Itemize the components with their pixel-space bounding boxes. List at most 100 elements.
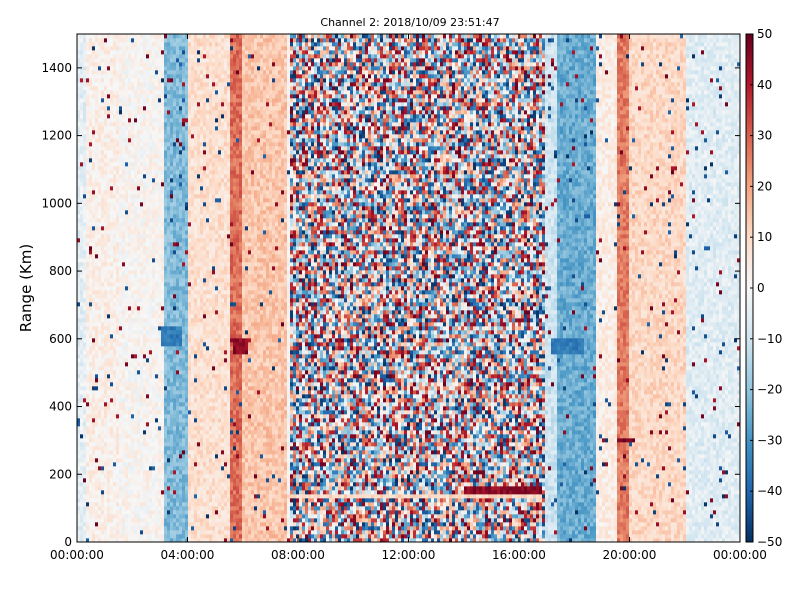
- heatmap-cell: [80, 138, 83, 142]
- heatmap-cell: [86, 442, 89, 446]
- heatmap-cell: [131, 102, 134, 106]
- heatmap-cell: [98, 494, 101, 498]
- heatmap-cell: [92, 114, 95, 118]
- heatmap-cell: [149, 318, 152, 322]
- heatmap-cell: [182, 226, 185, 230]
- heatmap-cell: [167, 386, 170, 390]
- heatmap-cell: [176, 122, 179, 126]
- heatmap-cell: [143, 298, 146, 302]
- heatmap-cell: [176, 78, 179, 82]
- heatmap-cell: [164, 450, 167, 454]
- heatmap-cell: [101, 106, 104, 110]
- heatmap-cell: [182, 410, 185, 414]
- heatmap-cell: [161, 34, 164, 38]
- heatmap-cell: [104, 314, 107, 318]
- heatmap-cell: [89, 502, 92, 506]
- heatmap-cell: [179, 378, 182, 382]
- heatmap-cell: [149, 198, 152, 202]
- heatmap-cell: [158, 42, 161, 46]
- heatmap-cell: [77, 262, 80, 266]
- heatmap-cell: [149, 238, 152, 242]
- heatmap-cell: [173, 394, 176, 398]
- heatmap-cell: [143, 290, 146, 294]
- heatmap-cell: [185, 482, 188, 486]
- heatmap-cell: [182, 322, 185, 326]
- heatmap-cell: [182, 306, 185, 310]
- heatmap-cell: [125, 454, 128, 458]
- heatmap-cell: [191, 378, 194, 382]
- heatmap-cell: [143, 410, 146, 414]
- heatmap-cell: [188, 150, 191, 154]
- heatmap-cell: [101, 158, 104, 162]
- heatmap-cell: [113, 338, 116, 342]
- heatmap-cell: [179, 502, 182, 506]
- heatmap-cell: [170, 166, 173, 170]
- heatmap-cell: [119, 386, 122, 390]
- heatmap-cell: [143, 286, 146, 290]
- heatmap-cell: [152, 370, 155, 374]
- heatmap-cell: [86, 474, 89, 478]
- heatmap-cell: [92, 434, 95, 438]
- heatmap-cell: [110, 490, 113, 494]
- heatmap-cell: [176, 314, 179, 318]
- heatmap-cell: [140, 358, 143, 362]
- heatmap-cell: [179, 54, 182, 58]
- heatmap-cell: [101, 334, 104, 338]
- heatmap-cell: [176, 470, 179, 474]
- heatmap-cell: [77, 378, 80, 382]
- heatmap-cell: [164, 130, 167, 134]
- heatmap-cell: [98, 306, 101, 310]
- heatmap-cell: [134, 266, 137, 270]
- heatmap-cell: [170, 306, 173, 310]
- heatmap-cell: [104, 238, 107, 242]
- heatmap-cell: [143, 34, 146, 38]
- heatmap-cell: [98, 194, 101, 198]
- heatmap-cell: [188, 46, 191, 50]
- heatmap-cell: [149, 270, 152, 274]
- heatmap-cell: [185, 106, 188, 110]
- heatmap-cell: [149, 386, 152, 390]
- heatmap-cell: [140, 398, 143, 402]
- heatmap-cell: [182, 314, 185, 318]
- heatmap-cell: [104, 358, 107, 362]
- heatmap-cell: [134, 94, 137, 98]
- heatmap-cell: [101, 294, 104, 298]
- heatmap-cell: [143, 178, 146, 182]
- heatmap-cell: [194, 530, 197, 534]
- heatmap-cell: [167, 98, 170, 102]
- heatmap-cell: [107, 262, 110, 266]
- heatmap-cell: [179, 90, 182, 94]
- heatmap-cell: [164, 214, 167, 218]
- heatmap-cell: [83, 370, 86, 374]
- heatmap-cell: [155, 398, 158, 402]
- heatmap-cell: [137, 66, 140, 70]
- heatmap-cell: [170, 250, 173, 254]
- heatmap-cell: [137, 250, 140, 254]
- heatmap-cell: [107, 406, 110, 410]
- heatmap-cell: [140, 226, 143, 230]
- heatmap-cell: [149, 534, 152, 538]
- heatmap-cell: [158, 354, 161, 358]
- heatmap-cell: [191, 170, 194, 174]
- heatmap-cell: [128, 38, 131, 42]
- heatmap-cell: [173, 442, 176, 446]
- heatmap-cell: [89, 270, 92, 274]
- heatmap-cell: [89, 90, 92, 94]
- heatmap-cell: [152, 414, 155, 418]
- heatmap-cell: [116, 462, 119, 466]
- heatmap-cell: [77, 390, 80, 394]
- heatmap-cell: [98, 146, 101, 150]
- heatmap-cell: [188, 374, 191, 378]
- heatmap-cell: [164, 506, 167, 510]
- heatmap-cell: [155, 378, 158, 382]
- heatmap-cell: [149, 58, 152, 62]
- heatmap-cell: [191, 234, 194, 238]
- heatmap-cell: [113, 306, 116, 310]
- heatmap-cell: [185, 366, 188, 370]
- heatmap-cell: [83, 166, 86, 170]
- heatmap-cell: [188, 342, 191, 346]
- heatmap-cell: [107, 358, 110, 362]
- heatmap-cell: [134, 526, 137, 530]
- heatmap-cell: [134, 502, 137, 506]
- heatmap-cell: [125, 534, 128, 538]
